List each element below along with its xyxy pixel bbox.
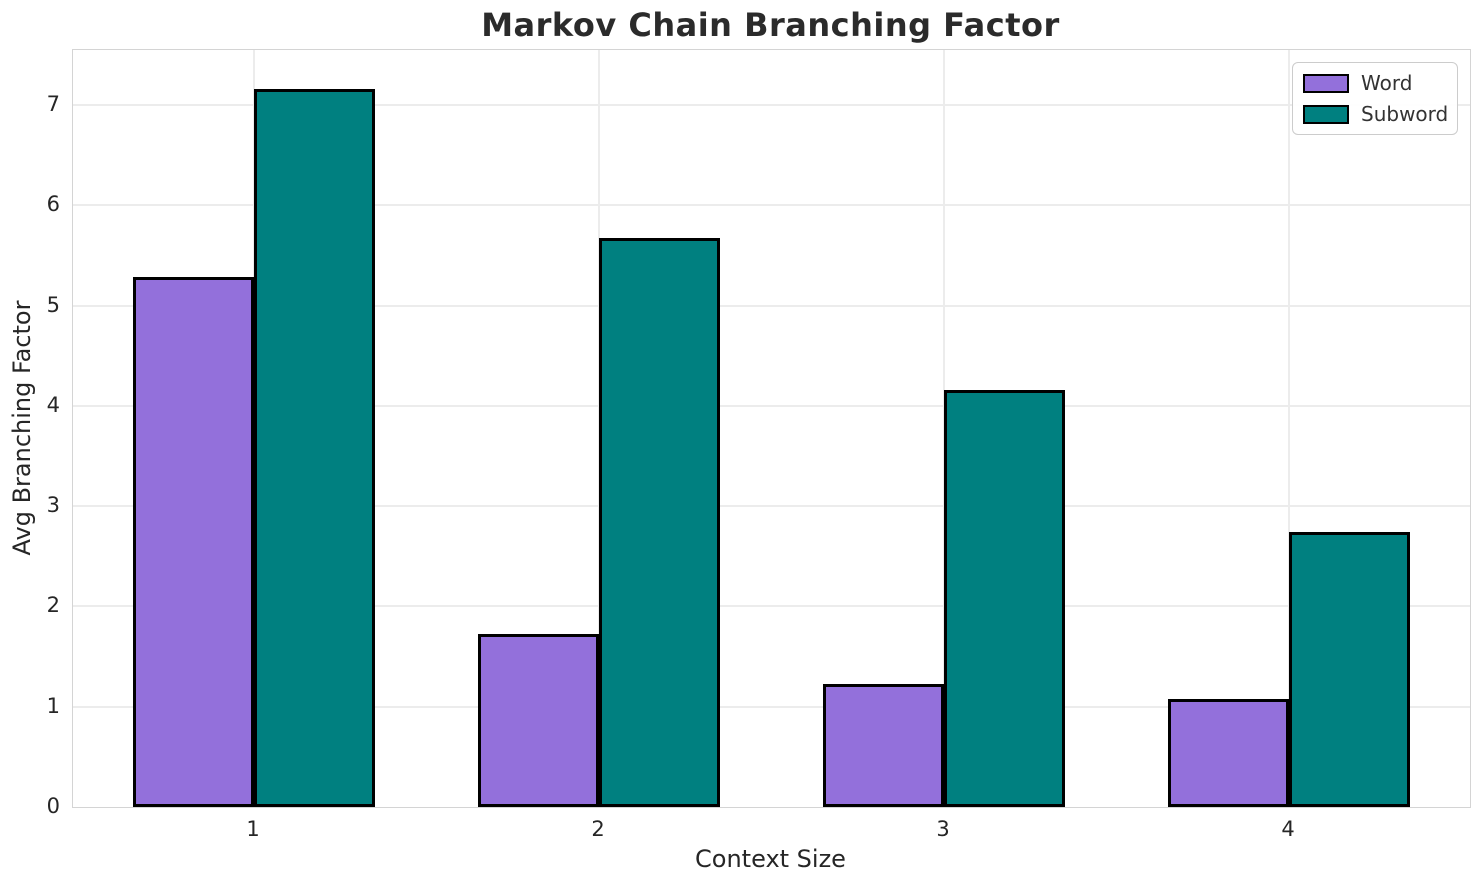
y-tick-label: 2 <box>46 593 60 618</box>
h-gridline <box>73 705 1470 708</box>
legend-label-subword: Subword <box>1361 102 1449 126</box>
bar-word-2 <box>478 634 599 807</box>
h-gridline <box>73 404 1470 407</box>
y-tick-label: 0 <box>46 794 60 818</box>
h-gridline <box>73 605 1470 608</box>
x-tick-label: 4 <box>1281 817 1295 841</box>
x-tick-label: 3 <box>936 817 950 841</box>
y-tick-label: 3 <box>46 493 60 518</box>
legend-swatch-word <box>1303 73 1349 93</box>
bar-subword-1 <box>254 89 375 807</box>
plot-area <box>72 49 1471 808</box>
h-gridline <box>73 104 1470 107</box>
legend: Word Subword <box>1292 62 1458 135</box>
bar-subword-2 <box>599 238 720 807</box>
legend-label-word: Word <box>1361 71 1413 95</box>
x-axis-label: Context Size <box>695 845 846 873</box>
y-tick-label: 6 <box>46 192 60 217</box>
h-gridline <box>73 505 1470 508</box>
legend-swatch-subword <box>1303 104 1349 124</box>
y-tick-label: 5 <box>46 292 60 317</box>
chart-title: Markov Chain Branching Factor <box>481 6 1060 44</box>
h-gridline <box>73 204 1470 207</box>
y-axis-label: Avg Branching Factor <box>8 300 36 556</box>
x-tick-label: 2 <box>591 817 605 841</box>
bar-subword-3 <box>944 390 1065 807</box>
bar-subword-4 <box>1289 532 1410 807</box>
v-gridline <box>1288 50 1290 807</box>
y-tick-label: 7 <box>46 92 60 117</box>
bar-word-1 <box>133 277 254 807</box>
legend-item-subword: Subword <box>1303 102 1449 126</box>
legend-item-word: Word <box>1303 71 1445 95</box>
bar-word-3 <box>823 684 944 807</box>
h-gridline <box>73 304 1470 307</box>
x-tick-label: 1 <box>246 817 260 841</box>
y-tick-label: 1 <box>46 693 60 718</box>
bar-word-4 <box>1168 699 1289 807</box>
y-tick-label: 4 <box>46 392 60 417</box>
